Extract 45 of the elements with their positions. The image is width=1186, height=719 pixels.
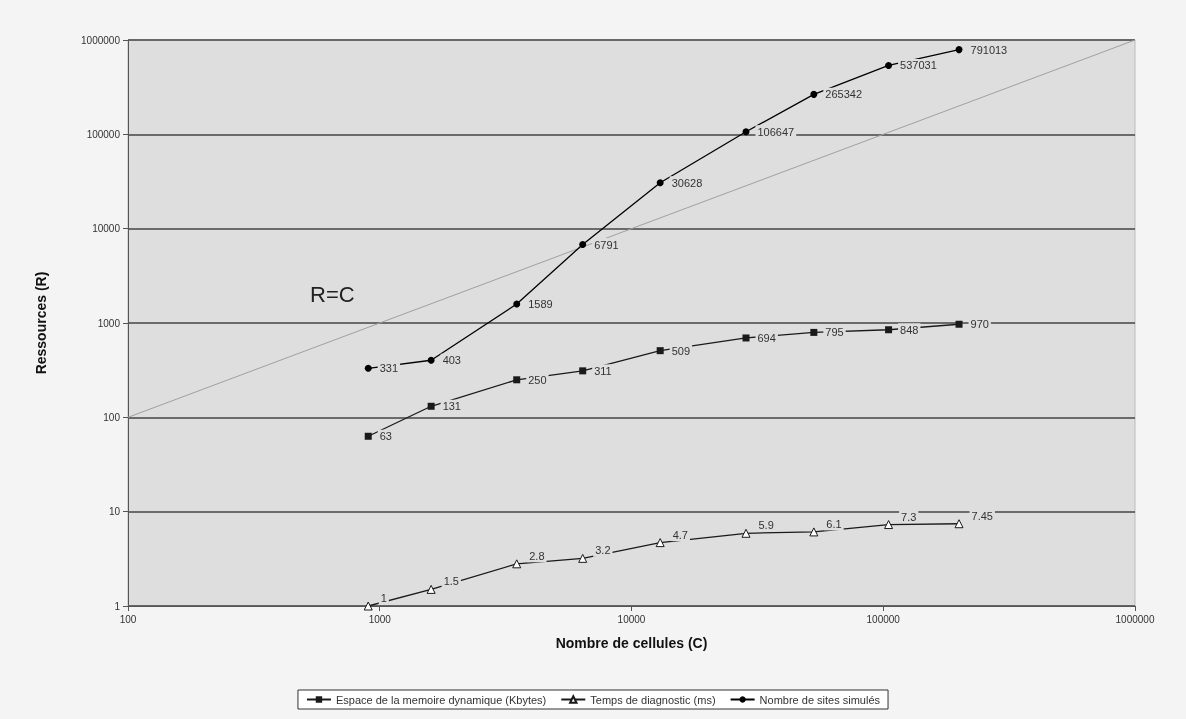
data-label: 331 (379, 362, 399, 375)
data-label: 4.7 (672, 528, 688, 541)
data-label: 1.5 (443, 575, 459, 588)
y-tick-label: 100000 (86, 128, 121, 140)
data-label: 106647 (757, 125, 795, 138)
y-axis-title: Ressources (R) (33, 271, 49, 375)
y-tick-label: 1 (114, 600, 121, 612)
data-label: 311 (594, 364, 612, 377)
y-tick-label: 1000000 (81, 34, 121, 46)
data-label: 7.45 (971, 509, 993, 522)
data-label: 509 (671, 344, 691, 357)
data-label: 131 (442, 400, 461, 413)
data-label: 5.9 (758, 519, 774, 532)
legend-label: Temps de diagnostic (ms) (590, 693, 716, 706)
x-tick-label: 100 (119, 613, 137, 625)
x-tick-label: 1000 (368, 613, 392, 625)
data-label: 2.8 (529, 549, 545, 562)
data-label: 7.3 (901, 510, 917, 523)
data-label: 791013 (970, 43, 1008, 56)
y-tick-label: 10000 (92, 223, 121, 235)
y-tick-label: 1000 (97, 317, 121, 329)
data-label: 1 (380, 592, 387, 604)
data-label: 265342 (825, 88, 863, 101)
x-axis-title: Nombre de cellules (C) (555, 635, 708, 651)
data-label: 30628 (671, 176, 703, 189)
data-label: 6.1 (826, 517, 842, 530)
data-label: 1589 (528, 298, 553, 311)
y-tick-label: 10 (108, 506, 121, 518)
data-label: 3.2 (595, 544, 611, 557)
x-tick-label: 1000000 (1115, 613, 1155, 625)
data-label: 63 (379, 430, 392, 443)
legend-label: Espace de la memoire dynamique (Kbytes) (335, 693, 547, 706)
data-label: 537031 (900, 59, 937, 72)
x-tick-label: 100000 (866, 613, 901, 625)
data-label: 694 (757, 331, 776, 344)
data-label: 848 (900, 323, 919, 336)
data-label: 970 (970, 318, 989, 331)
data-label: 795 (825, 326, 844, 339)
legend-label: Nombre de sites simulés (759, 693, 881, 706)
data-label: 6791 (594, 238, 619, 251)
data-label: 250 (528, 373, 547, 386)
data-label: 403 (442, 354, 461, 367)
y-tick-label: 100 (103, 411, 121, 423)
x-tick-label: 10000 (617, 613, 646, 625)
annotation: R=C (310, 281, 355, 307)
